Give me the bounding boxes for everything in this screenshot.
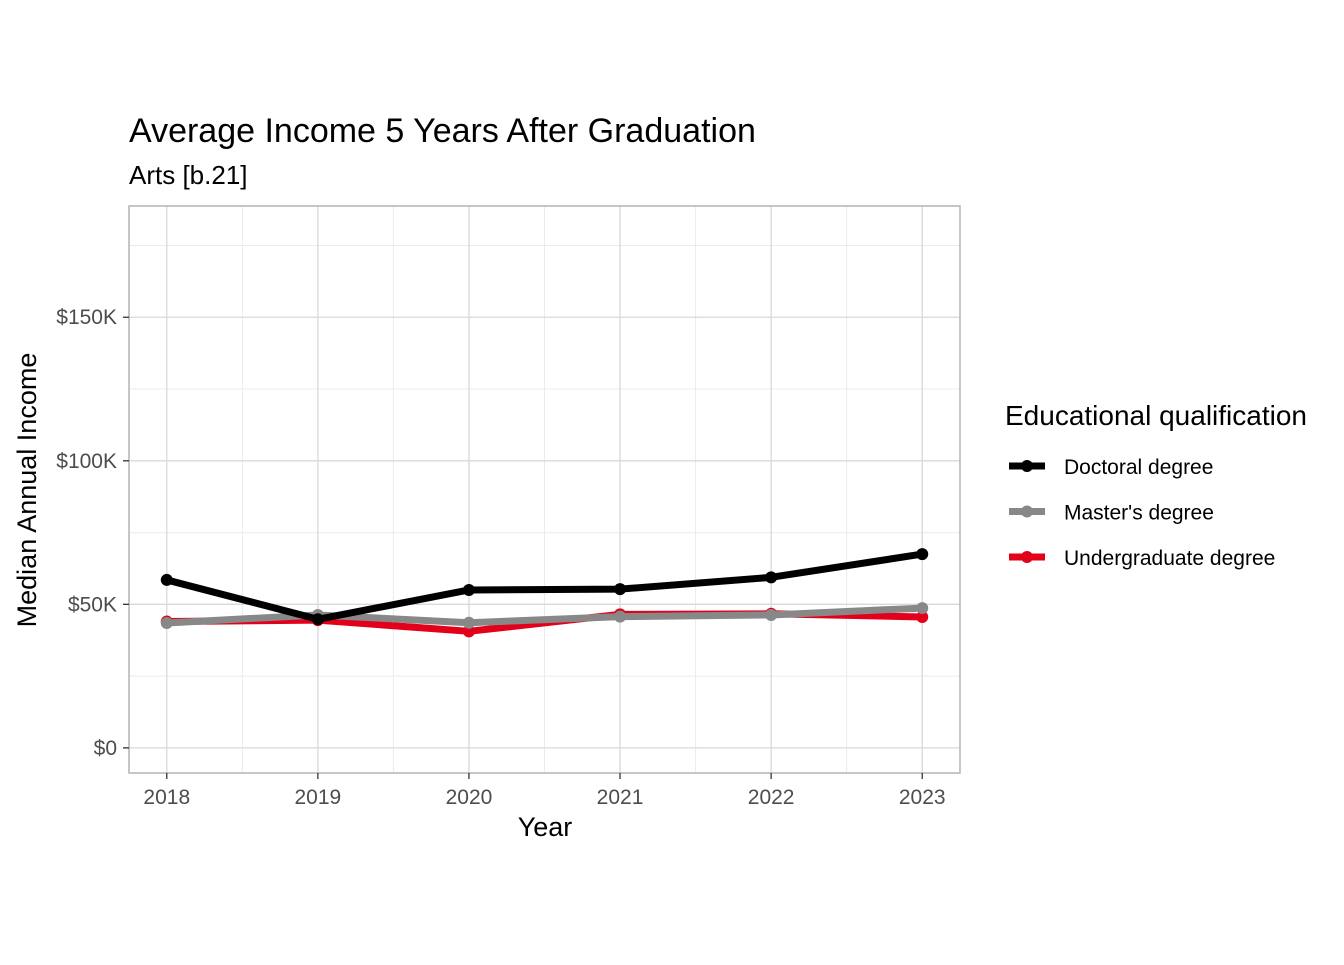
x-tick-label: 2020 [446,786,493,809]
y-tick-label: $0 [94,737,117,760]
data-point [462,583,475,596]
legend-title: Educational qualification [1005,400,1307,431]
x-tick-label: 2022 [748,786,795,809]
y-tick-label: $100K [56,450,117,473]
data-point [765,571,778,584]
data-point [916,610,929,623]
data-point [462,625,475,638]
legend-key-point [1021,551,1033,563]
legend-label: Doctoral degree [1064,456,1213,479]
x-tick-label: 2021 [597,786,644,809]
chart-title: Average Income 5 Years After Graduation [129,112,756,150]
data-point [311,613,324,626]
legend-label: Master's degree [1064,502,1214,525]
series-doctoral-degree [160,548,929,626]
legend-item: Undergraduate degree [1009,547,1275,570]
legend-item: Doctoral degree [1009,456,1213,479]
legend-key-point [1021,460,1033,472]
panel-border [128,205,961,774]
series-layer [160,548,929,638]
data-point [462,616,475,629]
y-axis-title: Median Annual Income [12,353,42,628]
legend: Doctoral degree Master's degree Undergradu… [1009,456,1275,570]
data-point [916,602,929,615]
y-tick-label: $50K [68,593,117,616]
data-point [916,548,929,561]
y-axis-ticks: $0 $50K $100K $150K [56,306,129,760]
x-tick-label: 2019 [295,786,342,809]
data-point [160,616,173,629]
legend-key-point [1021,505,1033,518]
data-point [160,573,173,586]
x-axis-ticks: 2018 2019 2020 2021 2022 2023 [143,773,946,809]
legend-label: Undergraduate degree [1064,547,1275,570]
series-line [165,550,923,623]
x-tick-label: 2023 [899,786,946,809]
data-point [765,608,778,621]
x-axis-title: Year [518,812,573,842]
data-point [614,583,627,596]
grid [129,206,960,773]
chart-subtitle: Arts [b.21] [129,160,248,190]
data-point [614,610,627,623]
x-tick-label: 2018 [143,786,190,809]
legend-item: Master's degree [1009,502,1214,525]
y-tick-label: $150K [56,306,117,329]
